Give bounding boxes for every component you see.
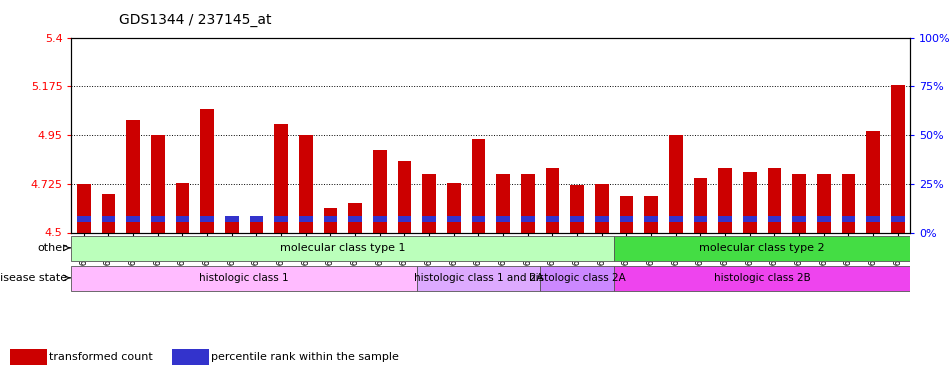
Bar <box>77 216 90 222</box>
Bar <box>693 178 706 232</box>
Bar <box>150 135 165 232</box>
Bar <box>816 174 830 232</box>
Bar <box>324 208 337 232</box>
Bar <box>150 216 165 222</box>
Bar <box>200 109 213 232</box>
Bar <box>594 216 608 222</box>
Bar <box>816 216 830 222</box>
Bar <box>865 216 879 222</box>
Bar <box>10 349 47 365</box>
Text: percentile rank within the sample: percentile rank within the sample <box>211 352 399 362</box>
Bar <box>594 184 608 232</box>
Text: molecular class type 2: molecular class type 2 <box>699 243 824 253</box>
Bar <box>540 266 613 291</box>
Text: disease state: disease state <box>0 273 68 283</box>
Bar <box>569 185 584 232</box>
Bar <box>299 216 312 222</box>
Bar <box>416 266 540 291</box>
Bar <box>890 216 903 222</box>
Bar <box>693 216 706 222</box>
Bar <box>175 183 189 232</box>
Bar <box>175 216 189 222</box>
Bar <box>668 135 682 232</box>
Bar <box>841 174 854 232</box>
Bar <box>613 236 909 261</box>
Text: histologic class 1: histologic class 1 <box>199 273 288 283</box>
Bar <box>791 174 805 232</box>
Bar <box>613 266 909 291</box>
Bar <box>324 216 337 222</box>
Bar <box>569 216 584 222</box>
Bar <box>496 216 509 222</box>
Bar <box>521 174 534 232</box>
Bar <box>718 216 731 222</box>
Bar <box>619 196 632 232</box>
Text: histologic class 2B: histologic class 2B <box>713 273 809 283</box>
Bar <box>171 349 208 365</box>
Bar <box>127 120 140 232</box>
Bar <box>496 174 509 232</box>
Text: transformed count: transformed count <box>50 352 153 362</box>
Bar <box>372 216 387 222</box>
Bar <box>102 194 115 232</box>
Bar <box>372 150 387 232</box>
Text: GDS1344 / 237145_at: GDS1344 / 237145_at <box>119 13 271 27</box>
Bar <box>274 216 288 222</box>
Bar <box>767 216 781 222</box>
Bar <box>841 216 854 222</box>
Text: histologic class 2A: histologic class 2A <box>528 273 625 283</box>
Bar <box>102 216 115 222</box>
Bar <box>71 236 613 261</box>
Bar <box>348 216 362 222</box>
Bar <box>299 135 312 232</box>
Bar <box>767 168 781 232</box>
Bar <box>743 172 756 232</box>
Bar <box>422 216 435 222</box>
Bar <box>791 216 805 222</box>
Bar <box>668 216 682 222</box>
Bar <box>521 216 534 222</box>
Bar <box>127 216 140 222</box>
Text: histologic class 1 and 2A: histologic class 1 and 2A <box>413 273 543 283</box>
Bar <box>274 124 288 232</box>
Bar <box>619 216 632 222</box>
Bar <box>397 161 411 232</box>
Bar <box>225 218 238 232</box>
Bar <box>471 216 485 222</box>
Bar <box>718 168 731 232</box>
Bar <box>348 203 362 232</box>
Bar <box>644 216 657 222</box>
Bar <box>249 216 263 222</box>
Bar <box>397 216 411 222</box>
Bar <box>471 140 485 232</box>
Bar <box>71 266 416 291</box>
Bar <box>644 196 657 232</box>
Text: molecular class type 1: molecular class type 1 <box>280 243 406 253</box>
Bar <box>545 168 559 232</box>
Bar <box>422 174 435 232</box>
Text: other: other <box>37 243 68 253</box>
Bar <box>743 216 756 222</box>
Bar <box>865 130 879 232</box>
Bar <box>249 217 263 232</box>
Bar <box>890 85 903 232</box>
Bar <box>77 184 90 232</box>
Bar <box>446 216 460 222</box>
Bar <box>545 216 559 222</box>
Bar <box>200 216 213 222</box>
Bar <box>446 183 460 232</box>
Bar <box>225 216 238 222</box>
